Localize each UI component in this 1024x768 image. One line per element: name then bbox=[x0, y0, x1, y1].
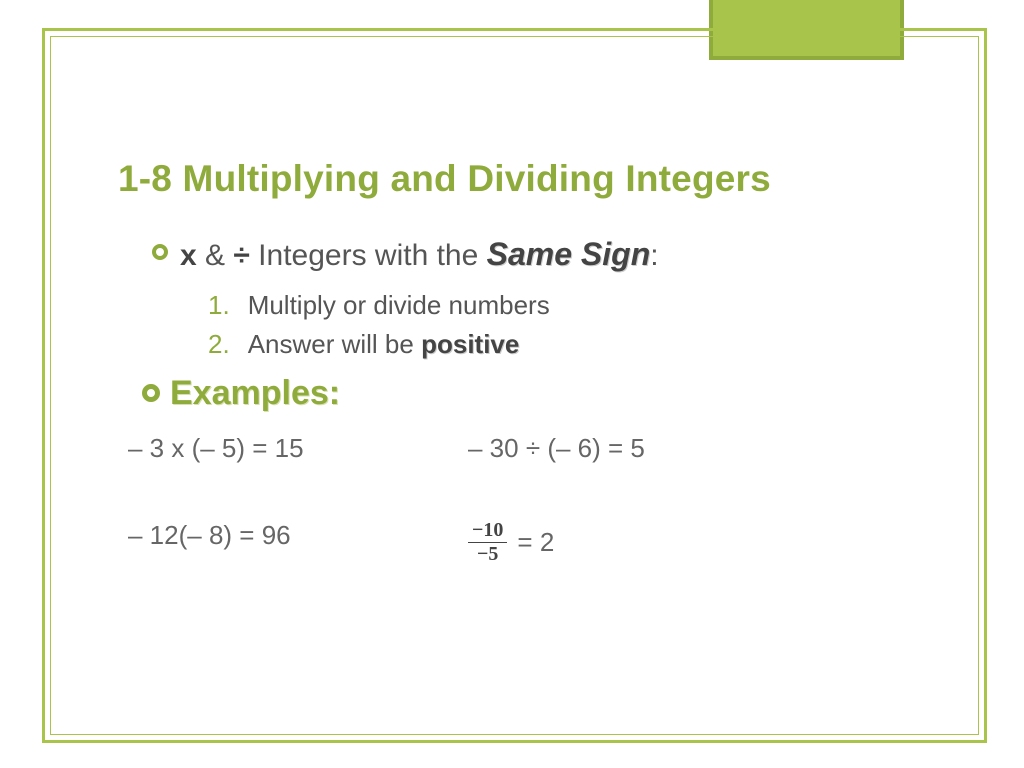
slide-content: 1-8 Multiplying and Dividing Integers x … bbox=[118, 158, 918, 565]
step-text: Multiply or divide numbers bbox=[248, 290, 550, 321]
examples-label: Examples: bbox=[170, 374, 340, 413]
step-2: 2. Answer will be positive bbox=[208, 329, 918, 360]
example-3: – 12(– 8) = 96 bbox=[128, 520, 428, 565]
example-1: – 3 x (– 5) = 15 bbox=[128, 433, 428, 464]
step-text: Answer will be positive bbox=[248, 329, 520, 360]
fraction-denominator: −5 bbox=[477, 543, 498, 565]
step-1: 1. Multiply or divide numbers bbox=[208, 290, 918, 321]
bullet-same-sign: x & ÷ Integers with the Same Sign: bbox=[152, 234, 918, 276]
bullet-text: x & ÷ Integers with the Same Sign: bbox=[180, 234, 659, 276]
ring-bullet-icon bbox=[142, 384, 160, 402]
ring-bullet-icon bbox=[152, 244, 168, 260]
step-number: 2. bbox=[208, 329, 230, 360]
example-4: −10 −5 = 2 bbox=[468, 520, 808, 565]
fraction: −10 −5 bbox=[468, 520, 507, 565]
example-2: – 30 ÷ (– 6) = 5 bbox=[468, 433, 808, 464]
step-number: 1. bbox=[208, 290, 230, 321]
slide-title: 1-8 Multiplying and Dividing Integers bbox=[118, 158, 918, 200]
fraction-numerator: −10 bbox=[468, 520, 507, 543]
fraction-result: = 2 bbox=[517, 527, 554, 558]
examples-grid: – 3 x (– 5) = 15 – 30 ÷ (– 6) = 5 – 12(–… bbox=[128, 433, 918, 565]
examples-heading: Examples: bbox=[142, 374, 918, 413]
